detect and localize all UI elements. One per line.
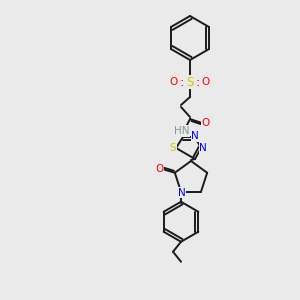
Text: S: S: [170, 143, 176, 153]
Text: N: N: [191, 131, 199, 141]
Text: HN: HN: [174, 126, 190, 136]
Text: N: N: [199, 143, 207, 153]
Text: N: N: [178, 188, 186, 198]
Text: O: O: [202, 118, 210, 128]
Text: :: :: [180, 76, 184, 88]
Text: O: O: [170, 77, 178, 87]
Text: S: S: [186, 76, 194, 88]
Text: O: O: [202, 77, 210, 87]
Text: O: O: [156, 164, 164, 174]
Text: :: :: [196, 76, 200, 88]
